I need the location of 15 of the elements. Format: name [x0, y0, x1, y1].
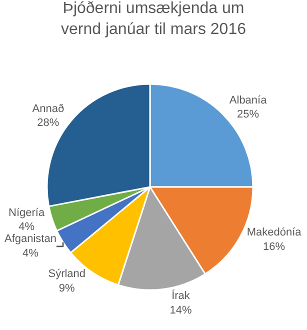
slice-label: Albanía [229, 94, 268, 106]
slice-label: Makedónía [246, 226, 302, 239]
data-label: 14% [170, 304, 192, 316]
data-label: 16% [263, 240, 286, 253]
chart-title: Þjóðerni umsækjenda um vernd janúar til mars 2016 [61, 0, 246, 38]
slice-label: Annað [32, 102, 64, 115]
slice-label: Sýrland [48, 268, 86, 280]
slice-label: Afganistan [4, 233, 56, 246]
data-label: 25% [237, 108, 260, 121]
slice-label: Nígería [8, 206, 46, 219]
data-label: 28% [37, 117, 60, 130]
slice-label: Írak [172, 288, 190, 302]
data-label: 4% [22, 248, 39, 260]
data-label: 4% [18, 221, 35, 234]
data-label: 9% [58, 282, 76, 294]
